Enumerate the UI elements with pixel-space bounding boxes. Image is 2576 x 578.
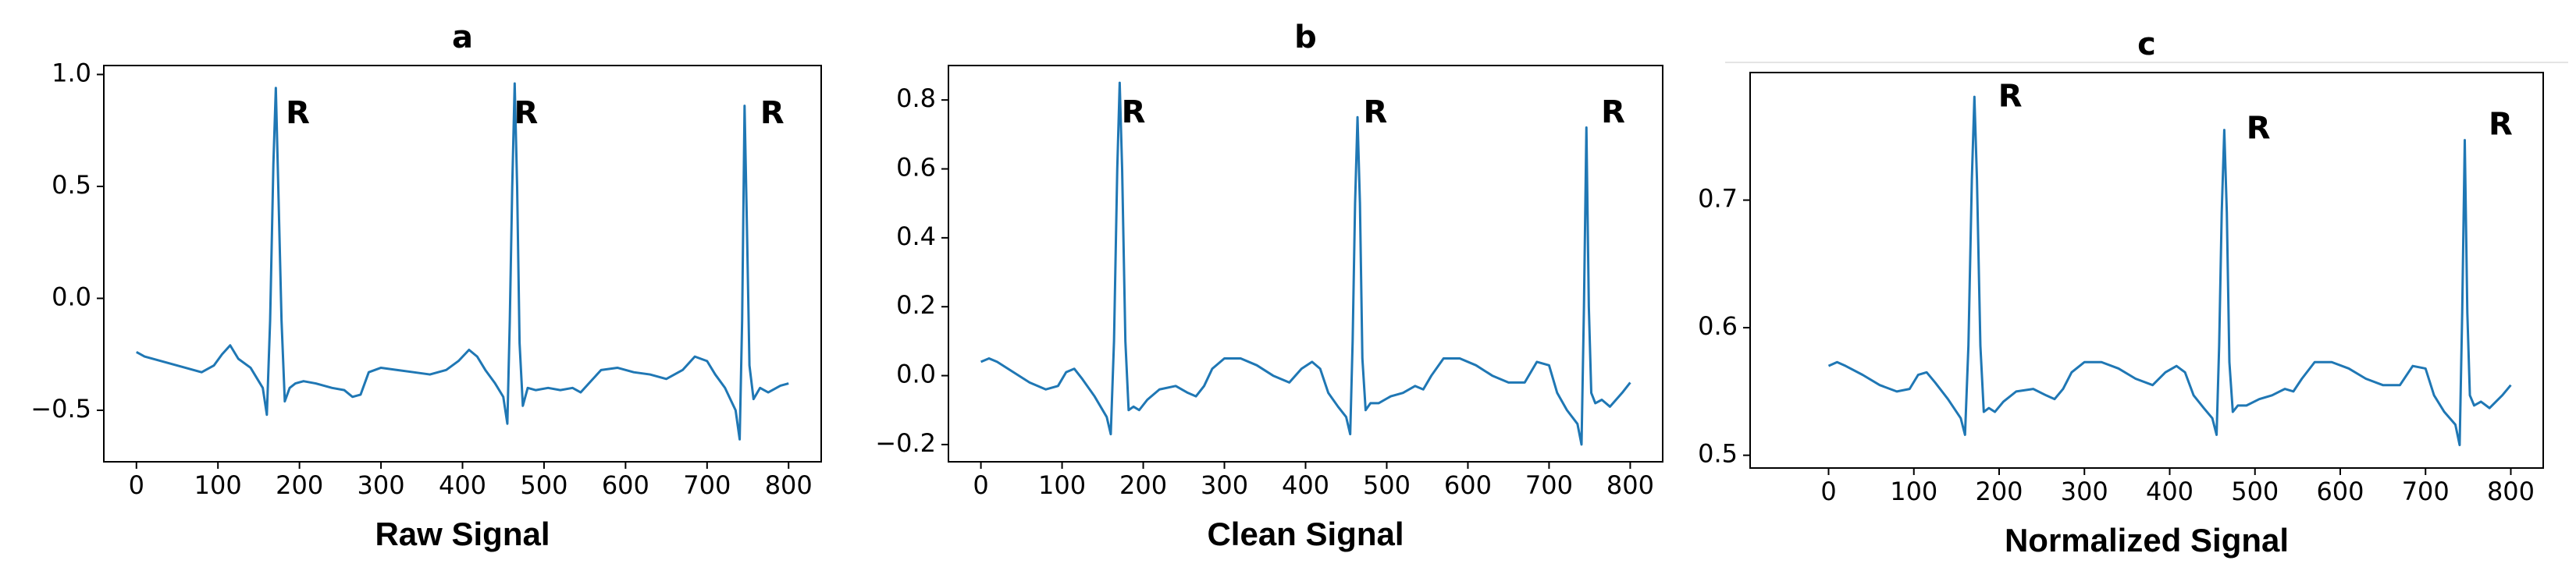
x-axis-label: Raw Signal [375, 516, 550, 552]
x-tick-label: 700 [2402, 477, 2450, 506]
signal-line [980, 81, 1631, 446]
x-tick-label: 300 [358, 470, 405, 500]
signal-line [136, 82, 789, 441]
x-tick-label: 400 [2146, 477, 2194, 506]
annotation: R [1601, 94, 1625, 130]
panel-title: a [452, 20, 473, 55]
x-tick-label: 700 [683, 470, 731, 500]
y-tick-label: 0.0 [896, 360, 936, 389]
x-axis-label: Clean Signal [1207, 516, 1404, 552]
x-tick-label: 600 [1444, 470, 1492, 500]
x-tick-label: 600 [2316, 477, 2364, 506]
x-tick-label: 500 [2231, 477, 2279, 506]
x-tick-label: 500 [1363, 470, 1411, 500]
signal-line [1827, 95, 2512, 447]
axes-frame [103, 65, 822, 463]
y-tick-label: 0.0 [52, 282, 91, 311]
x-axis-label: Normalized Signal [2005, 522, 2289, 558]
annotation: R [286, 95, 310, 131]
panel: a Raw Signal 0 100 200 300 400 500 600 700 800 −0.5… [30, 20, 822, 552]
y-tick-label: 0.7 [1698, 184, 1738, 214]
panel-title: b [1294, 20, 1317, 55]
x-tick-label: 800 [765, 470, 813, 500]
x-tick-label: 800 [1606, 470, 1654, 500]
axes-frame [1749, 72, 2544, 469]
x-tick-label: 0 [129, 470, 144, 500]
y-tick-label: 0.2 [896, 290, 936, 320]
panel: c Normalized Signal 0 100 200 300 400 500 600 700… [1698, 27, 2544, 558]
y-tick-label: 0.5 [52, 170, 91, 200]
x-tick-label: 200 [1119, 470, 1167, 500]
panel: b Clean Signal 0 100 200 300 400 500 600 700 800 −0… [875, 20, 1663, 552]
x-tick-label: 100 [194, 470, 242, 500]
x-tick-label: 400 [1282, 470, 1329, 500]
axes-frame [948, 65, 1663, 463]
y-tick-label: 1.0 [52, 58, 91, 87]
x-tick-label: 600 [602, 470, 649, 500]
x-tick-label: 800 [2487, 477, 2535, 506]
annotation: R [2489, 107, 2513, 143]
annotation: R [2247, 111, 2271, 147]
y-tick-label: 0.6 [1698, 311, 1738, 341]
annotation: R [514, 95, 539, 131]
x-tick-label: 100 [1890, 477, 1937, 506]
x-tick-label: 200 [1975, 477, 2023, 506]
y-tick-label: −0.5 [30, 394, 91, 424]
annotation: R [1122, 94, 1146, 130]
y-tick-label: 0.5 [1698, 439, 1738, 469]
x-tick-label: 200 [276, 470, 323, 500]
x-tick-label: 700 [1525, 470, 1573, 500]
x-tick-label: 500 [520, 470, 568, 500]
annotation: R [1364, 94, 1388, 130]
x-tick-label: 300 [2061, 477, 2108, 506]
y-tick-label: −0.2 [875, 428, 936, 458]
x-tick-label: 300 [1201, 470, 1248, 500]
y-tick-label: 0.6 [896, 153, 936, 183]
y-tick-label: 0.8 [896, 83, 936, 113]
x-tick-label: 100 [1038, 470, 1086, 500]
x-tick-label: 0 [1820, 477, 1836, 506]
x-tick-label: 0 [973, 470, 988, 500]
panel-title: c [2137, 27, 2156, 62]
y-tick-label: 0.4 [896, 222, 936, 251]
annotation: R [1998, 79, 2023, 115]
x-tick-label: 400 [439, 470, 486, 500]
annotation: R [760, 95, 785, 131]
